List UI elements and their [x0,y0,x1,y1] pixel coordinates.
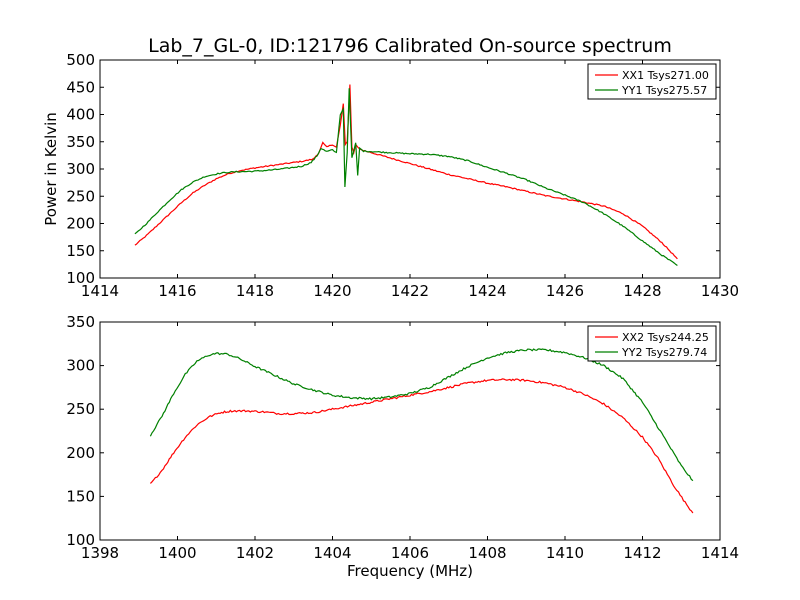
legend-label-xx1: XX1 Tsys271.00 [622,69,709,82]
x-axis-label: Frequency (MHz) [347,562,473,580]
top-x-tick-label: 1428 [623,282,661,300]
bottom-legend-box [587,325,717,362]
top-y-tick-label: 100 [66,269,95,287]
top-legend: XX1 Tsys271.00 YY1 Tsys275.57 [587,63,717,100]
top-x-tick-label: 1430 [701,282,739,300]
top-x-tick-label: 1414 [81,282,119,300]
top-x-tick-label: 1422 [391,282,429,300]
bottom-x-tick-label: 1400 [158,544,196,562]
top-legend-box [587,63,717,100]
bottom-y-tick-label: 200 [66,444,95,462]
top-y-tick-label: 200 [66,215,95,233]
top-y-tick-label: 300 [66,160,95,178]
bottom-plot-panel: 1398 1400 1402 1404 1406 1408 1410 1412 1414 100 1… [66,313,739,562]
bottom-y-tick-label: 350 [66,313,95,331]
legend-label-xx2: XX2 Tsys244.25 [622,331,709,344]
bottom-x-tick-label: 1408 [468,544,506,562]
bottom-x-tick-label: 1406 [391,544,429,562]
top-y-tick-label: 500 [66,51,95,69]
bottom-y-tick-label: 300 [66,357,95,375]
top-y-tick-label: 400 [66,106,95,124]
figure-title: Lab_7_GL-0, ID:121796 Calibrated On-sour… [148,35,672,57]
bottom-x-tick-label: 1410 [546,544,584,562]
bottom-y-tick-label: 250 [66,400,95,418]
bottom-legend: XX2 Tsys244.25 YY2 Tsys279.74 [587,325,717,362]
bottom-x-tick-label: 1412 [623,544,661,562]
series-line-xx2 [149,378,694,514]
top-y-tick-label: 250 [66,187,95,205]
legend-label-yy1: YY1 Tsys275.57 [621,84,707,97]
top-y-tick-label: 450 [66,78,95,96]
bottom-x-tick-label: 1414 [701,544,739,562]
top-y-tick-label: 150 [66,242,95,260]
bottom-x-tick-label: 1402 [236,544,274,562]
top-x-tick-label: 1420 [313,282,351,300]
series-line-yy2 [149,348,694,482]
series-line-yy1 [134,88,678,266]
bottom-y-tick-label: 150 [66,487,95,505]
top-x-tick-label: 1416 [158,282,196,300]
bottom-y-tick-label: 100 [66,531,95,549]
top-x-tick-label: 1426 [546,282,584,300]
top-plot-panel: 1414 1416 1418 1420 1422 1424 1426 1428 1430 100 1… [42,51,739,300]
series-line-xx1 [134,84,678,260]
bottom-x-tick-label: 1404 [313,544,351,562]
top-x-tick-label: 1424 [468,282,506,300]
top-y-tick-label: 350 [66,133,95,151]
top-y-axis-label: Power in Kelvin [42,112,60,226]
bottom-x-tick-label: 1398 [81,544,119,562]
legend-label-yy2: YY2 Tsys279.74 [621,346,707,359]
top-x-tick-label: 1418 [236,282,274,300]
